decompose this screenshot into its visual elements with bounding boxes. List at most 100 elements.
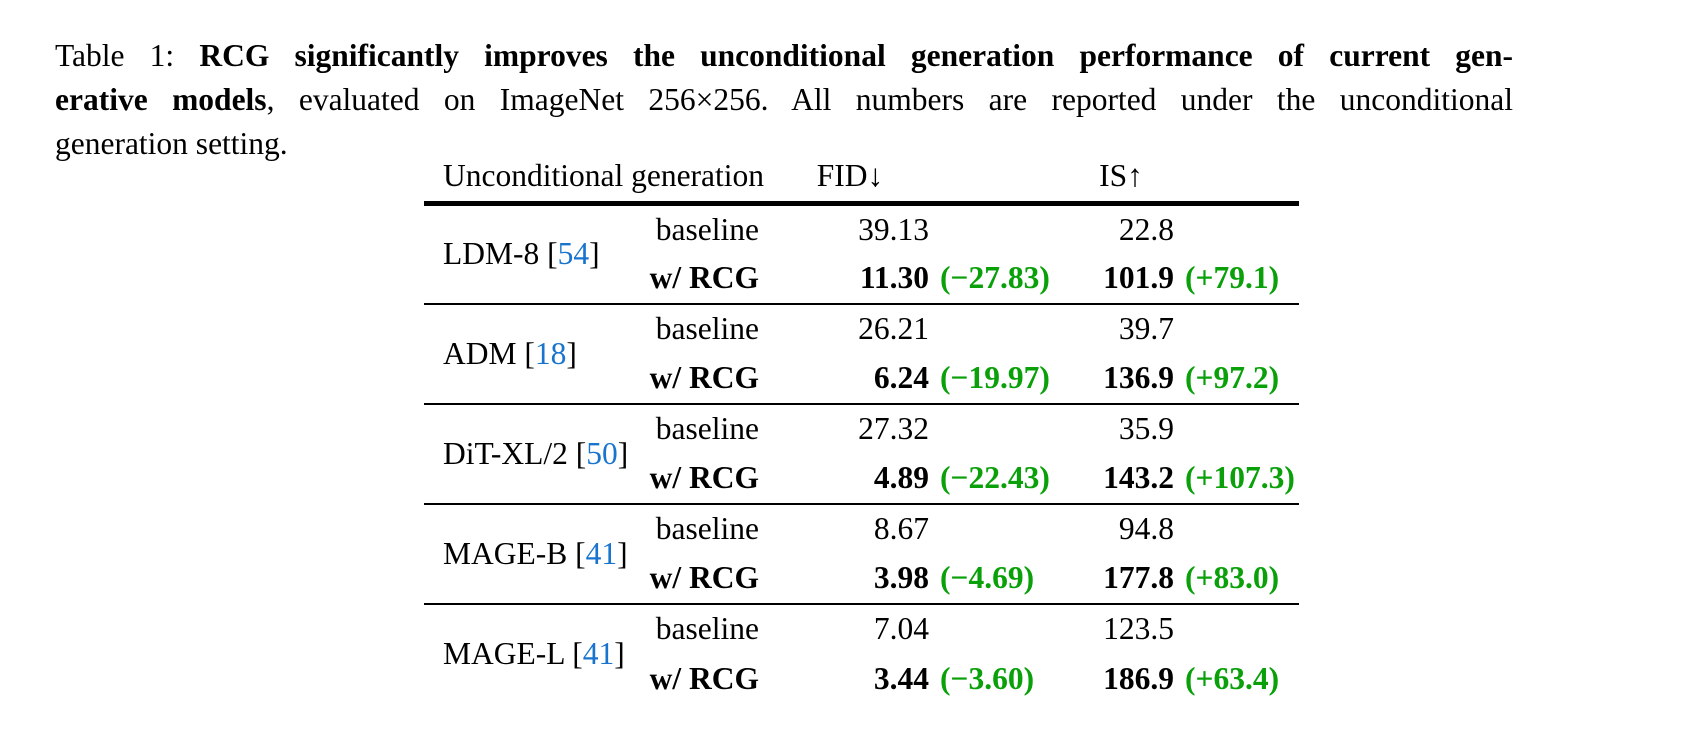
baseline-row: MAGE-L [41] baseline 7.04 123.5 <box>424 604 1299 671</box>
model-name: LDM-8 <box>443 236 540 272</box>
fid-delta: (−27.83) <box>940 260 1050 295</box>
col-header-fid: FID↓ <box>765 158 935 206</box>
group-mage-l: MAGE-L [41] baseline 7.04 123.5 w/ RCG 3… <box>424 604 1299 704</box>
model-name: MAGE-B <box>443 535 568 571</box>
fid-delta <box>935 304 1062 354</box>
fid-value: 7.04 <box>873 611 929 646</box>
fid-value: 3.98 <box>873 560 929 595</box>
fid-delta <box>935 404 1062 454</box>
caption-bold-run-2: erative models <box>55 82 267 117</box>
fid-value: 39.13 <box>858 211 929 247</box>
caption-tail-text: generation setting. <box>55 126 288 161</box>
variant-label: baseline <box>655 611 759 646</box>
is-delta: (+63.4) <box>1185 660 1280 696</box>
variant-label: w/ RCG <box>649 360 759 395</box>
cite-bracket-open: [ <box>524 335 535 371</box>
model-cell: MAGE-B [41] <box>424 504 628 604</box>
variant-label: baseline <box>655 211 759 247</box>
variant-label: w/ RCG <box>649 260 759 295</box>
cite-ref-link[interactable]: 41 <box>582 636 615 671</box>
fid-delta <box>935 504 1062 554</box>
group-ldm8: LDM-8 [54] baseline 39.13 22.8 w/ RCG 11… <box>424 204 1299 304</box>
fid-delta: (−4.69) <box>940 560 1035 595</box>
baseline-row: ADM [18] baseline 26.21 39.7 <box>424 304 1299 371</box>
cite-bracket-open: [ <box>572 636 583 671</box>
caption-line-1: Table 1: RCG significantly improves the … <box>55 34 1513 78</box>
cite-bracket-close: ] <box>589 236 600 272</box>
baseline-row: DiT-XL/2 [50] baseline 27.32 35.9 <box>424 404 1299 471</box>
fid-value: 3.44 <box>873 660 929 696</box>
cite-bracket-close: ] <box>617 435 629 471</box>
cite-ref-link[interactable]: 18 <box>534 335 567 371</box>
is-delta: (+79.1) <box>1185 260 1280 295</box>
rcg-row: w/ RCG 3.98 (−4.69) 177.8 (+83.0) <box>424 554 1299 604</box>
caption-line-2: erative models, evaluated on ImageNet 25… <box>55 78 1513 122</box>
fid-value: 8.67 <box>873 511 929 546</box>
is-delta <box>1180 304 1299 354</box>
cite-bracket-open: [ <box>575 435 587 471</box>
is-value: 136.9 <box>1103 360 1174 395</box>
variant-label: w/ RCG <box>649 660 759 696</box>
results-table: Unconditional generation FID↓ IS↑ LDM-8 … <box>424 158 1299 704</box>
fid-delta: (−3.60) <box>940 660 1035 696</box>
is-delta: (+97.2) <box>1185 360 1280 395</box>
variant-label: w/ RCG <box>649 460 759 495</box>
variant-label: w/ RCG <box>649 560 759 595</box>
table-caption: Table 1: RCG significantly improves the … <box>55 34 1513 166</box>
col-header-is-delta-spacer <box>1180 158 1299 206</box>
cite-ref-link[interactable]: 50 <box>586 435 618 471</box>
fid-delta <box>935 604 1062 654</box>
is-value: 94.8 <box>1118 511 1174 546</box>
is-value: 143.2 <box>1103 460 1174 495</box>
fid-value: 26.21 <box>858 311 929 346</box>
fid-delta <box>935 204 1062 254</box>
caption-bold-run-1: RCG significantly improves the unconditi… <box>199 38 1513 73</box>
fid-value: 11.30 <box>859 260 929 295</box>
results-table-wrap: Unconditional generation FID↓ IS↑ LDM-8 … <box>424 158 1299 704</box>
is-value: 177.8 <box>1103 560 1174 595</box>
variant-label: baseline <box>655 411 759 446</box>
model-name: ADM <box>443 335 517 371</box>
is-value: 186.9 <box>1103 660 1174 696</box>
is-delta <box>1180 404 1299 454</box>
is-value: 35.9 <box>1118 411 1174 446</box>
cite-bracket-close: ] <box>614 636 625 671</box>
rcg-row: w/ RCG 6.24 (−19.97) 136.9 (+97.2) <box>424 354 1299 404</box>
is-delta <box>1180 204 1299 254</box>
group-dit-xl2: DiT-XL/2 [50] baseline 27.32 35.9 w/ RCG… <box>424 404 1299 504</box>
fid-value: 27.32 <box>858 411 929 446</box>
model-cell: ADM [18] <box>424 304 610 404</box>
header-row: Unconditional generation FID↓ IS↑ <box>424 158 1299 206</box>
fid-delta: (−22.43) <box>940 460 1050 495</box>
baseline-row: MAGE-B [41] baseline 8.67 94.8 <box>424 504 1299 571</box>
cite-bracket-close: ] <box>617 535 628 571</box>
baseline-row: LDM-8 [54] baseline 39.13 22.8 <box>424 204 1299 272</box>
group-mage-b: MAGE-B [41] baseline 8.67 94.8 w/ RCG 3.… <box>424 504 1299 604</box>
fid-value: 6.24 <box>873 360 929 395</box>
fid-value: 4.89 <box>873 460 929 495</box>
rcg-row: w/ RCG 3.44 (−3.60) 186.9 (+63.4) <box>424 654 1299 704</box>
group-adm: ADM [18] baseline 26.21 39.7 w/ RCG 6.24… <box>424 304 1299 404</box>
cite-ref-link[interactable]: 41 <box>585 535 618 571</box>
is-delta <box>1180 604 1299 654</box>
fid-delta: (−19.97) <box>940 360 1050 395</box>
is-value: 39.7 <box>1118 311 1174 346</box>
is-value: 101.9 <box>1103 260 1174 295</box>
cite-bracket-close: ] <box>566 335 577 371</box>
model-name: MAGE-L <box>443 636 565 671</box>
col-header-unconditional-generation: Unconditional generation <box>424 158 765 206</box>
caption-line-3: generation setting. <box>55 122 1513 166</box>
model-cell: LDM-8 [54] <box>424 204 610 304</box>
rcg-row: w/ RCG 11.30 (−27.83) 101.9 (+79.1) <box>424 254 1299 304</box>
caption-prefix: Table 1: <box>55 38 200 73</box>
is-delta: (+83.0) <box>1185 560 1280 595</box>
caption-body-text: , evaluated on ImageNet 256×256. All num… <box>266 82 1513 117</box>
is-delta: (+107.3) <box>1185 460 1295 495</box>
cite-bracket-open: [ <box>575 535 586 571</box>
cite-ref-link[interactable]: 54 <box>557 236 590 272</box>
col-header-is: IS↑ <box>1062 158 1180 206</box>
is-delta <box>1180 504 1299 554</box>
model-cell: MAGE-L [41] <box>424 604 625 704</box>
cite-bracket-open: [ <box>547 236 558 272</box>
